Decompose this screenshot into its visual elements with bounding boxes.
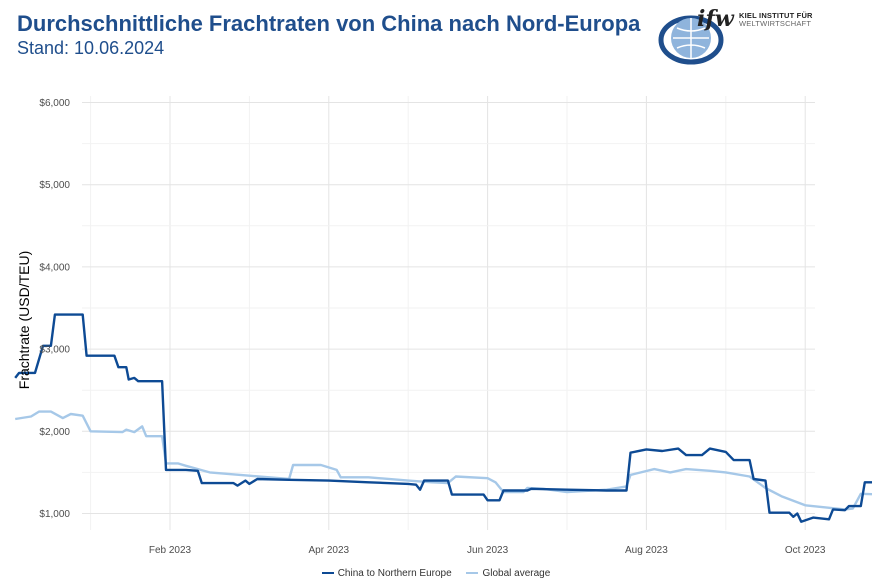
logo-institute: KIEL INSTITUT FÜR WELTWIRTSCHAFT [739, 12, 813, 28]
x-axis-ticks: Feb 2023 Apr 2023 Jun 2023 Aug 2023 Oct 2023… [149, 545, 826, 556]
x-tick-label: Feb 2023 [149, 545, 192, 556]
ifw-logo [658, 15, 724, 65]
legend-label-china: China to Northern Europe [337, 568, 452, 579]
x-tick-label: Aug 2023 [625, 545, 668, 556]
series-line-global [15, 410, 872, 511]
y-tick-label: $6,000 [39, 98, 70, 109]
y-axis-label: Frachtrate (USD/TEU) [16, 250, 32, 390]
x-tick-label: Jun 2023 [467, 545, 509, 556]
y-tick-label: $3,000 [39, 345, 70, 356]
y-axis-ticks: $1,000 $2,000 $3,000 $4,000 $5,000 $6,000 [39, 98, 70, 520]
x-tick-label: Apr 2023 [309, 545, 350, 556]
logo-line-1: KIEL INSTITUT FÜR [739, 11, 813, 20]
legend-swatch-china [321, 572, 334, 575]
y-tick-label: $2,000 [39, 427, 70, 438]
y-tick-label: $5,000 [39, 180, 70, 191]
logo-globe-grid [673, 18, 709, 58]
grid-lines [82, 96, 815, 530]
series-line-china [14, 313, 872, 523]
legend-item-global: Global average [466, 568, 550, 579]
y-tick-label: $1,000 [39, 509, 70, 520]
chart-title: Durchschnittliche Frachtraten von China … [17, 11, 641, 36]
series-lines [14, 313, 872, 523]
legend-swatch-global [466, 572, 479, 575]
chart-subtitle: Stand: 10.06.2024 [17, 38, 165, 58]
logo-line-2: WELTWIRTSCHAFT [739, 19, 812, 28]
legend-label-global: Global average [482, 568, 551, 579]
logo-wordmark: ifw [697, 6, 734, 32]
legend: China to Northern Europe Global average [0, 568, 872, 579]
x-tick-label: Oct 2023 [785, 545, 826, 556]
y-tick-label: $4,000 [39, 262, 70, 273]
legend-item-china: China to Northern Europe [321, 568, 452, 579]
